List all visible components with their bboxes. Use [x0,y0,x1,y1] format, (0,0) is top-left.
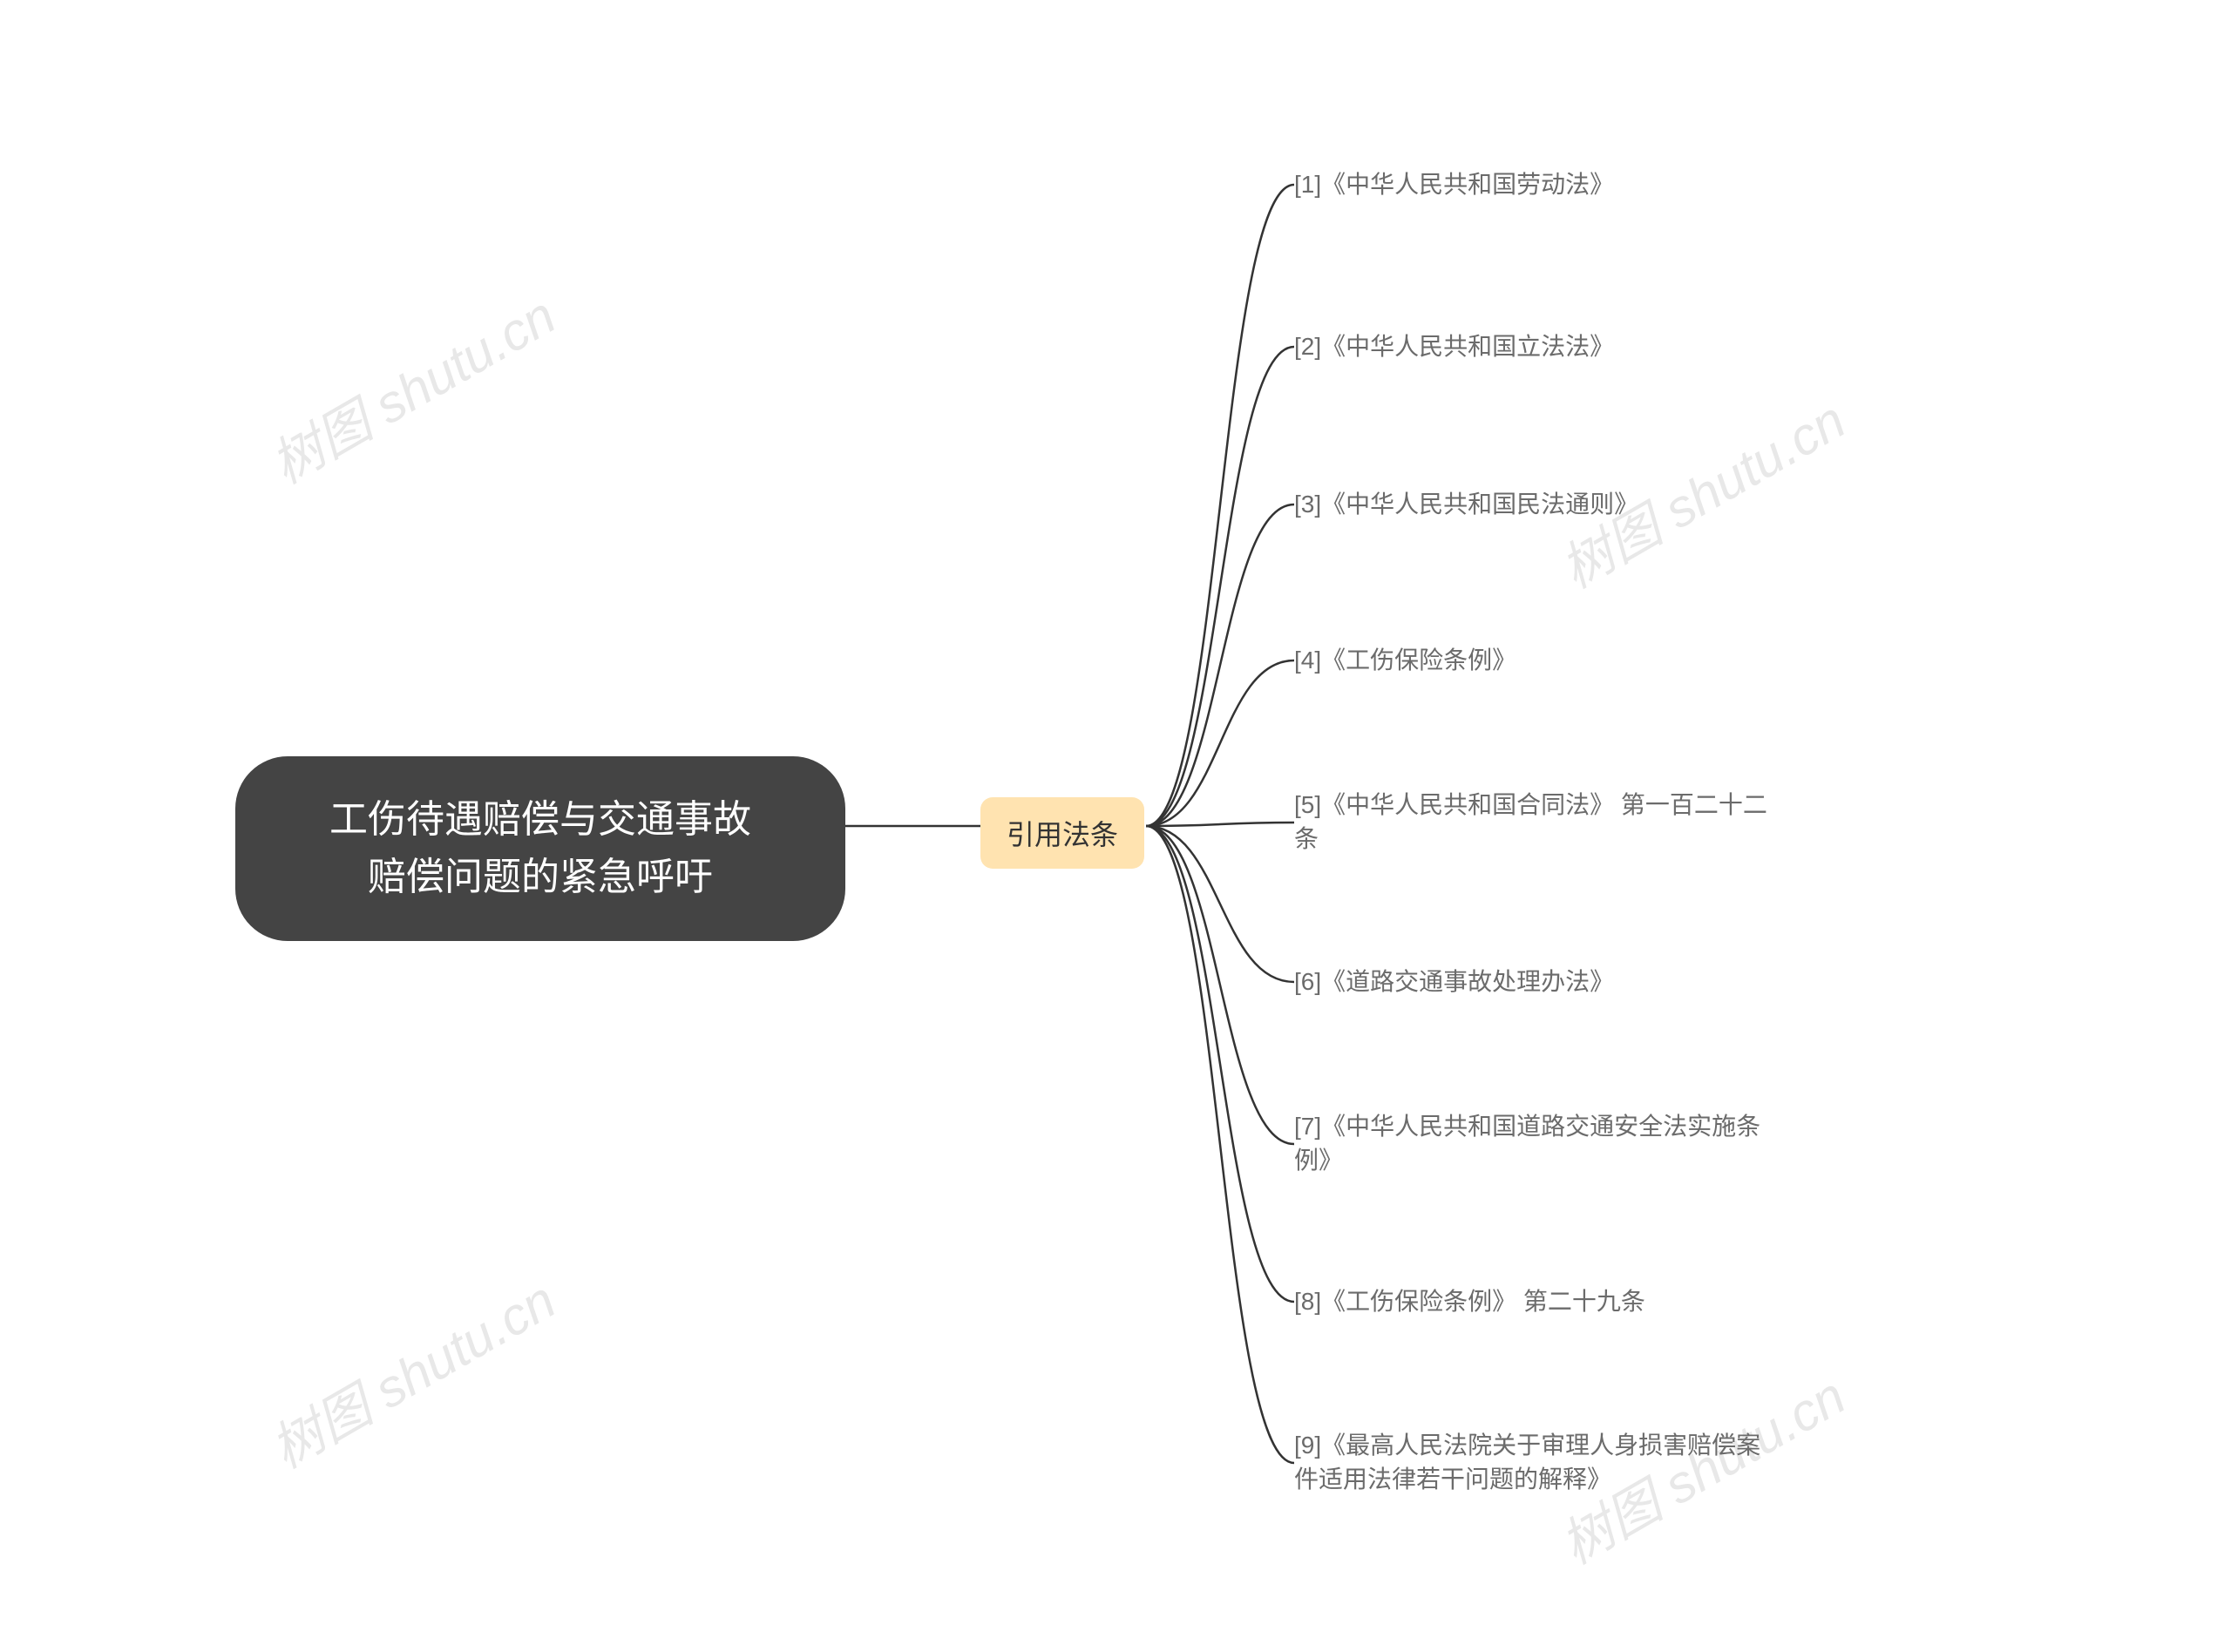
leaf-1-text: [1]《中华人民共和国劳动法》 [1294,171,1614,198]
leaf-9-text: [9]《最高人民法院关于审理人身损害赔偿案件适用法律若干问题的解释》 [1294,1432,1760,1493]
leaf-2[interactable]: [2]《中华人民共和国立法法》 [1294,329,1782,365]
leaf-6[interactable]: [6]《道路交通事故处理办法》 [1294,965,1782,1000]
root-node[interactable]: 工伤待遇赔偿与交通事故赔偿问题的紧急呼吁 [235,756,845,941]
leaf-8-text: [8]《工伤保险条例》 第二十九条 [1294,1288,1645,1315]
mid-node[interactable]: 引用法条 [980,797,1144,869]
leaf-3-text: [3]《中华人民共和国民法通则》 [1294,491,1638,518]
leaf-2-text: [2]《中华人民共和国立法法》 [1294,333,1614,360]
leaf-5-text: [5]《中华人民共和国合同法》 第一百二十二条 [1294,791,1767,852]
leaf-9[interactable]: [9]《最高人民法院关于审理人身损害赔偿案件适用法律若干问题的解释》 [1294,1428,1782,1498]
watermark-3: 树图 shutu.cn [255,1259,567,1483]
leaf-4-text: [4]《工伤保险条例》 [1294,647,1516,674]
watermark-1: 树图 shutu.cn [255,274,567,498]
leaf-4[interactable]: [4]《工伤保险条例》 [1294,643,1782,679]
leaf-1[interactable]: [1]《中华人民共和国劳动法》 [1294,167,1782,203]
leaf-7-text: [7]《中华人民共和国道路交通安全法实施条例》 [1294,1113,1760,1174]
leaf-7[interactable]: [7]《中华人民共和国道路交通安全法实施条例》 [1294,1109,1782,1179]
leaf-6-text: [6]《道路交通事故处理办法》 [1294,968,1614,995]
root-node-text: 工伤待遇赔偿与交通事故赔偿问题的紧急呼吁 [329,798,751,898]
mid-node-text: 引用法条 [1007,819,1118,850]
leaf-8[interactable]: [8]《工伤保险条例》 第二十九条 [1294,1284,1782,1320]
leaf-3[interactable]: [3]《中华人民共和国民法通则》 [1294,487,1782,523]
leaf-5[interactable]: [5]《中华人民共和国合同法》 第一百二十二条 [1294,788,1782,857]
